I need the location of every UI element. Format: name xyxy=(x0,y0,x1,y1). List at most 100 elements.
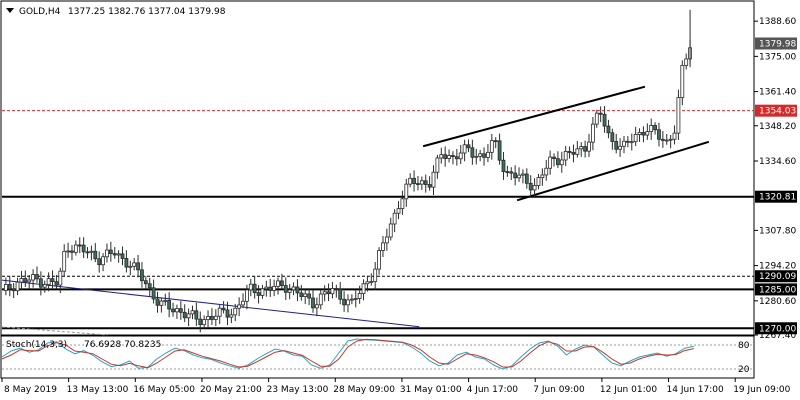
candle xyxy=(614,133,619,154)
trendline-2[interactable] xyxy=(422,85,646,148)
candle xyxy=(311,289,315,313)
candle xyxy=(381,236,385,258)
candle xyxy=(396,201,401,220)
candle-body xyxy=(136,262,140,271)
candle xyxy=(330,281,335,299)
candle-body xyxy=(291,286,296,291)
candle-body xyxy=(318,293,323,306)
candle-body xyxy=(528,182,533,191)
candle-body xyxy=(93,250,98,260)
candle-body xyxy=(241,300,245,306)
candle xyxy=(73,240,78,256)
candle-body xyxy=(365,281,370,285)
candle xyxy=(497,133,502,165)
candle xyxy=(221,301,226,314)
candle-body xyxy=(334,288,339,290)
candle xyxy=(668,134,673,149)
candle xyxy=(229,308,234,324)
candle xyxy=(556,151,560,169)
candle xyxy=(571,144,576,163)
candle xyxy=(509,167,514,181)
candle-body xyxy=(392,212,397,225)
candle-body xyxy=(552,156,556,160)
candle-body xyxy=(427,184,432,188)
candle-body xyxy=(105,249,109,258)
candle-body xyxy=(120,253,125,259)
candle xyxy=(680,60,685,106)
candle xyxy=(641,126,646,143)
trendline-1[interactable] xyxy=(1,326,108,336)
level-label-3-bg xyxy=(755,283,797,296)
candle xyxy=(540,168,545,186)
candle-body xyxy=(31,274,35,281)
candle-body xyxy=(245,289,249,302)
candle xyxy=(202,315,207,329)
candle-body xyxy=(657,129,661,140)
candle-body xyxy=(513,172,518,179)
candle xyxy=(513,165,518,186)
candle-body xyxy=(182,311,187,319)
candle-body xyxy=(27,279,32,283)
price-labels: 1354.03 1320.81 1290.09 1285.00 1270.00 1379.… xyxy=(755,37,797,335)
time-tick-label: 7 Jun 09:00 xyxy=(533,385,585,395)
candle-body xyxy=(178,308,183,313)
candle-body xyxy=(641,132,646,136)
candle-body xyxy=(229,314,234,318)
candle xyxy=(147,277,152,297)
current-price-label: 1379.98 xyxy=(755,37,797,50)
candle xyxy=(54,274,59,289)
candle xyxy=(97,251,102,273)
candle xyxy=(400,190,405,215)
candle xyxy=(175,304,179,319)
candle-body xyxy=(400,198,405,210)
ohlc-values: 1377.25 1382.76 1377.04 1379.98 xyxy=(68,7,226,17)
candle-body xyxy=(217,307,222,317)
candle-body xyxy=(404,183,409,200)
candle-body xyxy=(602,113,607,127)
candle xyxy=(384,228,389,251)
candle-body xyxy=(408,177,413,185)
candle-body xyxy=(307,293,312,299)
candle xyxy=(295,279,300,302)
candle xyxy=(482,147,486,166)
candle-body xyxy=(186,313,191,319)
candle-body xyxy=(435,157,440,173)
candle xyxy=(38,271,43,296)
triangle-down-icon[interactable] xyxy=(6,8,14,13)
candle xyxy=(77,237,82,254)
candle-body xyxy=(3,284,8,291)
candle-body xyxy=(388,223,393,238)
candle-body xyxy=(548,156,553,169)
candle-body xyxy=(501,159,506,173)
candle xyxy=(625,136,630,148)
candle-body xyxy=(159,300,164,306)
candle xyxy=(291,282,296,296)
candle xyxy=(15,277,20,296)
candle-body xyxy=(614,141,619,150)
candle-body xyxy=(431,171,436,188)
candle xyxy=(489,133,494,160)
candle xyxy=(248,278,253,297)
candle xyxy=(408,173,413,188)
trendline-3[interactable] xyxy=(516,140,710,202)
candle-body xyxy=(556,158,560,166)
candle xyxy=(505,165,510,177)
candle xyxy=(532,178,537,198)
candle-body xyxy=(330,288,335,295)
trendline-0[interactable] xyxy=(1,279,420,328)
candle-body xyxy=(653,125,657,131)
level-label-4-text: 1270.00 xyxy=(759,324,796,334)
level-label-4-bg xyxy=(755,322,797,335)
candle xyxy=(198,311,203,333)
candle-body xyxy=(625,140,630,143)
candle-body xyxy=(248,283,253,291)
time-tick-label: 13 May 13:00 xyxy=(67,385,129,395)
candle-body xyxy=(202,319,207,326)
candle xyxy=(268,278,273,298)
candle xyxy=(657,122,661,147)
candle xyxy=(62,244,67,278)
candle-body xyxy=(353,298,358,300)
candle xyxy=(190,305,195,320)
candle xyxy=(427,176,432,191)
